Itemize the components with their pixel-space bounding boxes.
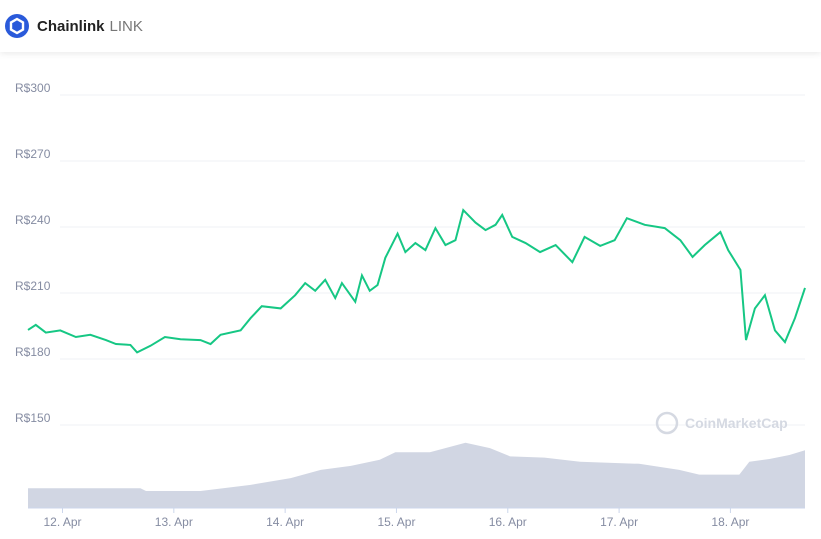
y-tick-label: R$240	[15, 213, 51, 227]
y-tick-label: R$210	[15, 279, 51, 293]
x-tick-label: 13. Apr	[155, 515, 193, 529]
x-tick-label: 14. Apr	[266, 515, 304, 529]
x-tick-label: 17. Apr	[600, 515, 638, 529]
coin-symbol: LINK	[109, 17, 143, 35]
x-tick-label: 18. Apr	[711, 515, 749, 529]
price-line	[27, 208, 806, 354]
y-tick-label: R$300	[15, 81, 51, 95]
coin-name: Chainlink	[37, 17, 105, 35]
logo	[5, 14, 29, 38]
y-tick-label: R$270	[15, 147, 51, 161]
y-tick-label: R$150	[15, 411, 51, 425]
x-tick-label: 12. Apr	[43, 515, 81, 529]
watermark-text: CoinMarketCap	[685, 415, 788, 431]
header: Chainlink LINK	[0, 0, 821, 52]
x-tick-label: 15. Apr	[377, 515, 415, 529]
watermark: CoinMarketCap	[655, 411, 788, 435]
x-tick-label: 16. Apr	[489, 515, 527, 529]
y-tick-label: R$180	[15, 345, 51, 359]
volume-area	[28, 442, 805, 508]
